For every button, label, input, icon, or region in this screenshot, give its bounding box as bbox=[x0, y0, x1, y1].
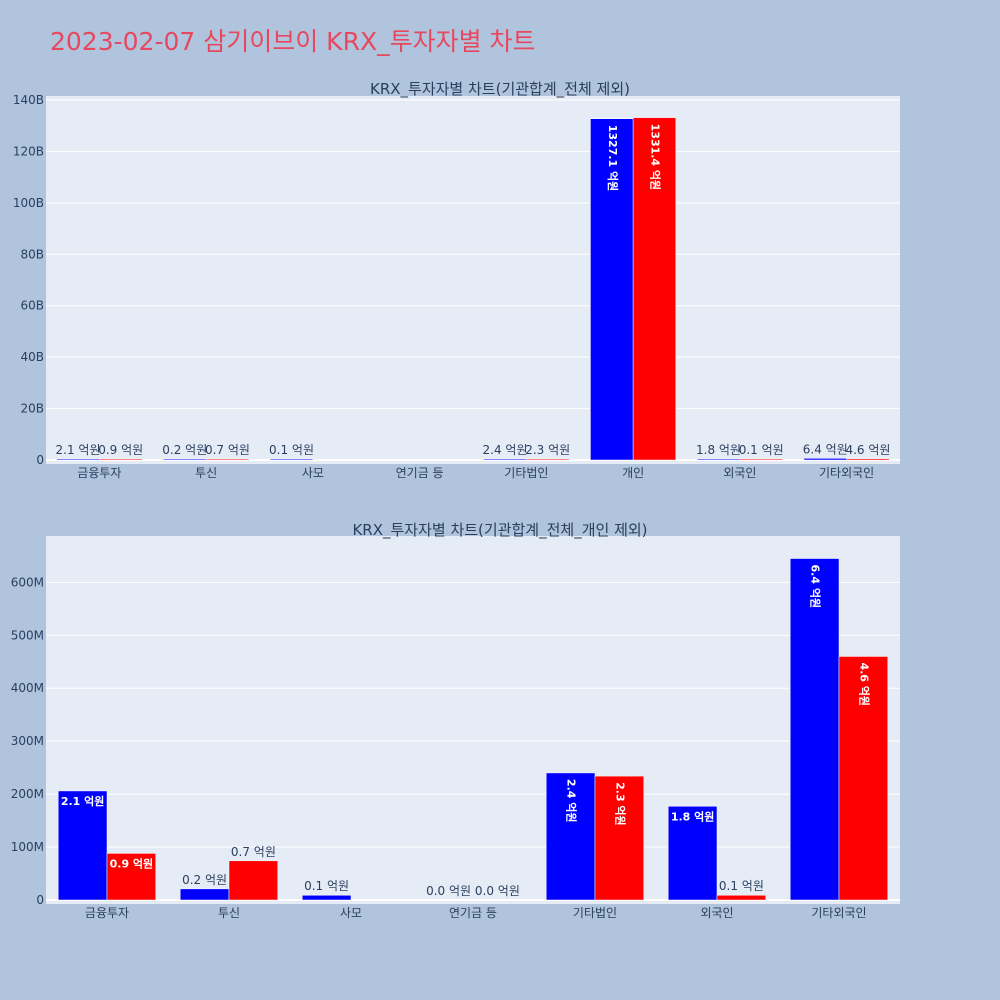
bar bbox=[789, 558, 840, 901]
data-label: 2.3 억원 bbox=[525, 443, 570, 457]
data-label: 2.4 억원 bbox=[483, 443, 528, 457]
x-tick-label: 기타외국인 bbox=[819, 466, 874, 480]
y-tick-label: 40B bbox=[20, 350, 44, 364]
data-label: 2.1 억원 bbox=[56, 443, 101, 457]
y-tick-label: 120B bbox=[13, 144, 44, 158]
data-label: 0.0 억원 bbox=[426, 884, 471, 898]
data-label: 0.9 억원 bbox=[98, 443, 143, 457]
y-tick-label: 0 bbox=[36, 893, 44, 907]
bar bbox=[269, 458, 314, 461]
bar bbox=[483, 458, 527, 461]
data-label: 0.1 억원 bbox=[739, 443, 784, 457]
y-tick-label: 80B bbox=[20, 247, 44, 261]
plot-area bbox=[46, 536, 900, 904]
x-tick-label: 투신 bbox=[195, 466, 217, 480]
x-tick-label: 사모 bbox=[340, 906, 362, 920]
data-label: 2.3 억원 bbox=[613, 782, 627, 826]
bar bbox=[106, 853, 157, 901]
bar bbox=[632, 117, 677, 461]
x-tick-label: 사모 bbox=[302, 466, 324, 480]
chart-title: KRX_투자자별 차트(기관합계_전체_개인 제외) bbox=[352, 521, 647, 540]
data-label: 0.7 억원 bbox=[205, 443, 250, 457]
x-tick-label: 금융투자 bbox=[77, 466, 121, 480]
y-tick-label: 200M bbox=[11, 787, 44, 801]
bar bbox=[56, 458, 100, 461]
data-label: 0.0 억원 bbox=[475, 884, 520, 898]
data-label: 6.4 억원 bbox=[803, 442, 848, 456]
x-tick-label: 기타법인 bbox=[504, 466, 548, 480]
y-tick-label: 300M bbox=[11, 734, 44, 748]
x-tick-label: 연기금 등 bbox=[396, 466, 444, 480]
data-label: 0.2 억원 bbox=[182, 873, 227, 887]
data-label: 1.8 억원 bbox=[696, 443, 741, 457]
page-title: 2023-02-07 삼기이브이 KRX_투자자별 차트 bbox=[50, 27, 536, 56]
bar bbox=[838, 656, 889, 901]
chart-1: 0 20B 40B 60B 80B 100B 120B 140B KRX_투자자별 차트(기관합… bbox=[13, 80, 900, 480]
x-tick-label: 기타외국인 bbox=[811, 906, 866, 920]
data-label: 1327.1 억원 bbox=[606, 125, 620, 192]
y-tick-label: 20B bbox=[20, 402, 44, 416]
data-label: 0.2 억원 bbox=[162, 443, 207, 457]
bar bbox=[803, 458, 847, 461]
data-label: 4.6 억원 bbox=[857, 662, 871, 706]
data-label: 1.8 억원 bbox=[671, 809, 715, 823]
data-label: 4.6 억원 bbox=[845, 443, 890, 457]
y-tick-label: 100B bbox=[13, 196, 44, 210]
bar bbox=[228, 860, 279, 901]
bar bbox=[716, 894, 767, 901]
data-label: 2.1 억원 bbox=[61, 794, 105, 808]
bar bbox=[301, 894, 352, 901]
bar bbox=[179, 888, 230, 901]
y-tick-label: 0 bbox=[36, 453, 44, 467]
chart-title: KRX_투자자별 차트(기관합계_전체 제외) bbox=[370, 80, 630, 99]
bar bbox=[696, 458, 741, 461]
x-tick-label: 외국인 bbox=[723, 466, 756, 480]
bar bbox=[545, 772, 596, 901]
data-label: 6.4 억원 bbox=[809, 565, 823, 609]
bar bbox=[526, 458, 570, 461]
y-tick-label: 140B bbox=[13, 93, 44, 107]
x-tick-label: 개인 bbox=[622, 466, 644, 480]
bar bbox=[667, 806, 718, 901]
y-tick-label: 100M bbox=[11, 840, 44, 854]
x-tick-label: 기타법인 bbox=[573, 906, 617, 920]
data-label: 0.9 억원 bbox=[110, 856, 154, 870]
bar bbox=[846, 458, 890, 461]
y-tick-label: 600M bbox=[11, 575, 44, 589]
data-label: 1331.4 억원 bbox=[648, 124, 662, 191]
x-tick-label: 외국인 bbox=[700, 906, 733, 920]
bar bbox=[205, 458, 250, 461]
data-label: 0.1 억원 bbox=[269, 443, 314, 457]
bar bbox=[163, 458, 207, 461]
plot-area bbox=[46, 96, 900, 464]
bar bbox=[594, 775, 645, 901]
data-label: 2.4 억원 bbox=[565, 779, 579, 823]
bar bbox=[57, 790, 108, 901]
data-label: 0.7 억원 bbox=[231, 845, 276, 859]
bar bbox=[739, 458, 783, 461]
data-label: 0.1 억원 bbox=[304, 879, 349, 893]
x-tick-label: 연기금 등 bbox=[449, 906, 497, 920]
x-tick-label: 금융투자 bbox=[85, 906, 129, 920]
chart-2: 0 100M 200M 300M 400M 500M 600M KRX_투자자별 차트(기관합… bbox=[11, 521, 900, 920]
y-tick-label: 500M bbox=[11, 628, 44, 642]
bar bbox=[99, 458, 143, 461]
y-tick-label: 400M bbox=[11, 681, 44, 695]
data-label: 0.1 억원 bbox=[719, 879, 764, 893]
y-tick-label: 60B bbox=[20, 299, 44, 313]
x-tick-label: 투신 bbox=[218, 906, 240, 920]
